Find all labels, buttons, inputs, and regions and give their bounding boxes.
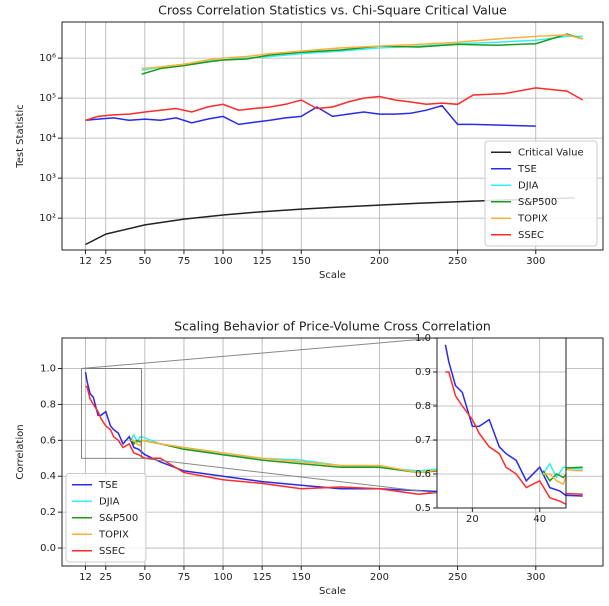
series-line <box>85 87 584 122</box>
series-line <box>141 34 583 70</box>
x-tick-label: 12 <box>79 256 92 267</box>
x-tick-label: 125 <box>253 572 272 583</box>
legend-label: SSEC <box>99 546 125 557</box>
y-tick-label: 10⁴ <box>39 133 56 144</box>
x-axis-label: Scale <box>319 270 346 281</box>
x-tick-label: 300 <box>526 572 545 583</box>
zoom-region <box>81 368 142 459</box>
series-line <box>141 33 583 75</box>
x-tick-label: 50 <box>139 256 152 267</box>
x-tick-label: 150 <box>292 256 311 267</box>
x-tick-label: 250 <box>448 256 467 267</box>
y-tick-label: 1.0 <box>40 364 56 375</box>
y-tick-label: 0.2 <box>40 507 56 518</box>
x-tick-label: 125 <box>253 256 272 267</box>
y-tick-label: 10⁵ <box>39 93 56 104</box>
x-tick-label: 12 <box>79 572 92 583</box>
x-tick-label: 100 <box>214 256 233 267</box>
series-line <box>85 104 536 127</box>
series-line <box>543 473 566 486</box>
x-tick-label: 250 <box>448 572 467 583</box>
series-line <box>542 470 566 482</box>
x-tick-label: 300 <box>526 256 545 267</box>
inset-frame <box>436 337 567 509</box>
axes-frame <box>61 21 604 251</box>
y-tick-label: 1.0 <box>415 333 431 344</box>
y-tick-label: 0.6 <box>40 435 56 446</box>
legend-label: S&P500 <box>518 197 557 208</box>
x-tick-label: 25 <box>99 256 112 267</box>
x-tick-label: 20 <box>466 514 479 525</box>
x-tick-label: 200 <box>370 572 389 583</box>
series-line <box>85 385 583 495</box>
x-axis-label: Scale <box>319 586 346 597</box>
series-line <box>542 462 566 479</box>
legend <box>65 473 147 563</box>
y-tick-label: 10³ <box>39 173 56 184</box>
y-tick-label: 0.6 <box>415 469 431 480</box>
y-tick-label: 0.0 <box>40 543 56 554</box>
inset-plot <box>444 344 566 506</box>
axes-frame <box>61 337 604 567</box>
x-tick-label: 75 <box>178 256 191 267</box>
x-tick-label: 150 <box>292 572 311 583</box>
legend-label: TOPIX <box>517 213 548 224</box>
legend-label: DJIA <box>99 496 120 507</box>
legend-label: S&P500 <box>99 513 138 524</box>
legend-label: TSE <box>517 164 537 175</box>
x-tick-label: 50 <box>139 572 152 583</box>
x-tick-label: 75 <box>178 572 191 583</box>
y-tick-label: 0.4 <box>40 471 56 482</box>
y-tick-label: 0.5 <box>415 503 431 514</box>
x-tick-label: 100 <box>214 572 233 583</box>
legend-label: TOPIX <box>98 529 129 540</box>
legend-label: DJIA <box>518 180 539 191</box>
legend-label: SSEC <box>518 230 544 241</box>
x-tick-label: 25 <box>99 572 112 583</box>
y-tick-label: 0.8 <box>415 401 431 412</box>
x-tick-label: 40 <box>533 514 546 525</box>
y-tick-label: 0.8 <box>40 399 56 410</box>
zoom-connector <box>81 337 438 370</box>
chart-title: Cross Correlation Statistics vs. Chi-Squ… <box>158 3 507 18</box>
y-tick-label: 10⁶ <box>39 53 56 64</box>
legend-label: Critical Value <box>518 147 584 158</box>
y-tick-label: 0.7 <box>415 435 431 446</box>
legend-label: TSE <box>98 480 118 491</box>
y-tick-label: 0.9 <box>415 367 431 378</box>
series-line <box>444 344 566 497</box>
y-axis-label: Correlation <box>15 424 26 479</box>
chart-title: Scaling Behavior of Price-Volume Cross C… <box>174 319 491 334</box>
inset-background <box>437 338 566 508</box>
legend <box>484 140 598 247</box>
series-line <box>141 35 583 71</box>
x-tick-label: 200 <box>370 256 389 267</box>
y-tick-label: 10² <box>39 213 56 224</box>
y-axis-label: Test Statistic <box>15 104 26 168</box>
series-line <box>445 371 566 506</box>
